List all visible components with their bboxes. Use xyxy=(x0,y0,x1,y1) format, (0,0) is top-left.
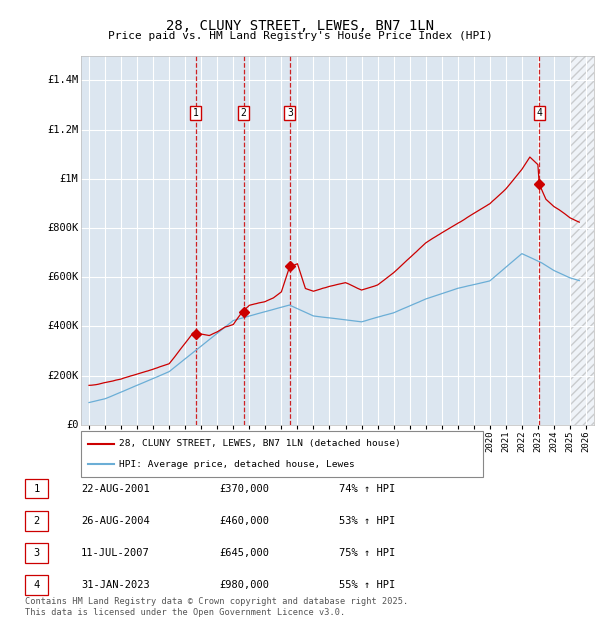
Text: £645,000: £645,000 xyxy=(219,548,269,558)
Text: 28, CLUNY STREET, LEWES, BN7 1LN (detached house): 28, CLUNY STREET, LEWES, BN7 1LN (detach… xyxy=(119,440,401,448)
Bar xyxy=(570,56,594,425)
Text: £1.4M: £1.4M xyxy=(47,76,79,86)
Text: 3: 3 xyxy=(34,548,40,558)
Text: 75% ↑ HPI: 75% ↑ HPI xyxy=(339,548,395,558)
Text: £0: £0 xyxy=(66,420,79,430)
Text: £460,000: £460,000 xyxy=(219,516,269,526)
Text: 26-AUG-2004: 26-AUG-2004 xyxy=(81,516,150,526)
Text: £370,000: £370,000 xyxy=(219,484,269,494)
Text: 4: 4 xyxy=(34,580,40,590)
Text: £1.2M: £1.2M xyxy=(47,125,79,135)
Text: 11-JUL-2007: 11-JUL-2007 xyxy=(81,548,150,558)
Text: £980,000: £980,000 xyxy=(219,580,269,590)
Text: 2: 2 xyxy=(241,108,247,118)
Text: Price paid vs. HM Land Registry's House Price Index (HPI): Price paid vs. HM Land Registry's House … xyxy=(107,31,493,41)
Text: £800K: £800K xyxy=(47,223,79,233)
Text: 53% ↑ HPI: 53% ↑ HPI xyxy=(339,516,395,526)
Text: £200K: £200K xyxy=(47,371,79,381)
Text: £600K: £600K xyxy=(47,272,79,282)
Text: £1M: £1M xyxy=(59,174,79,184)
Text: 31-JAN-2023: 31-JAN-2023 xyxy=(81,580,150,590)
Text: 3: 3 xyxy=(287,108,293,118)
Text: 2: 2 xyxy=(34,516,40,526)
Text: Contains HM Land Registry data © Crown copyright and database right 2025.
This d: Contains HM Land Registry data © Crown c… xyxy=(25,598,409,617)
Text: 55% ↑ HPI: 55% ↑ HPI xyxy=(339,580,395,590)
Text: 1: 1 xyxy=(34,484,40,494)
Text: 22-AUG-2001: 22-AUG-2001 xyxy=(81,484,150,494)
Text: 1: 1 xyxy=(193,108,199,118)
Text: £400K: £400K xyxy=(47,321,79,331)
Text: 74% ↑ HPI: 74% ↑ HPI xyxy=(339,484,395,494)
Text: 28, CLUNY STREET, LEWES, BN7 1LN: 28, CLUNY STREET, LEWES, BN7 1LN xyxy=(166,19,434,33)
Text: 4: 4 xyxy=(536,108,542,118)
Text: HPI: Average price, detached house, Lewes: HPI: Average price, detached house, Lewe… xyxy=(119,460,355,469)
